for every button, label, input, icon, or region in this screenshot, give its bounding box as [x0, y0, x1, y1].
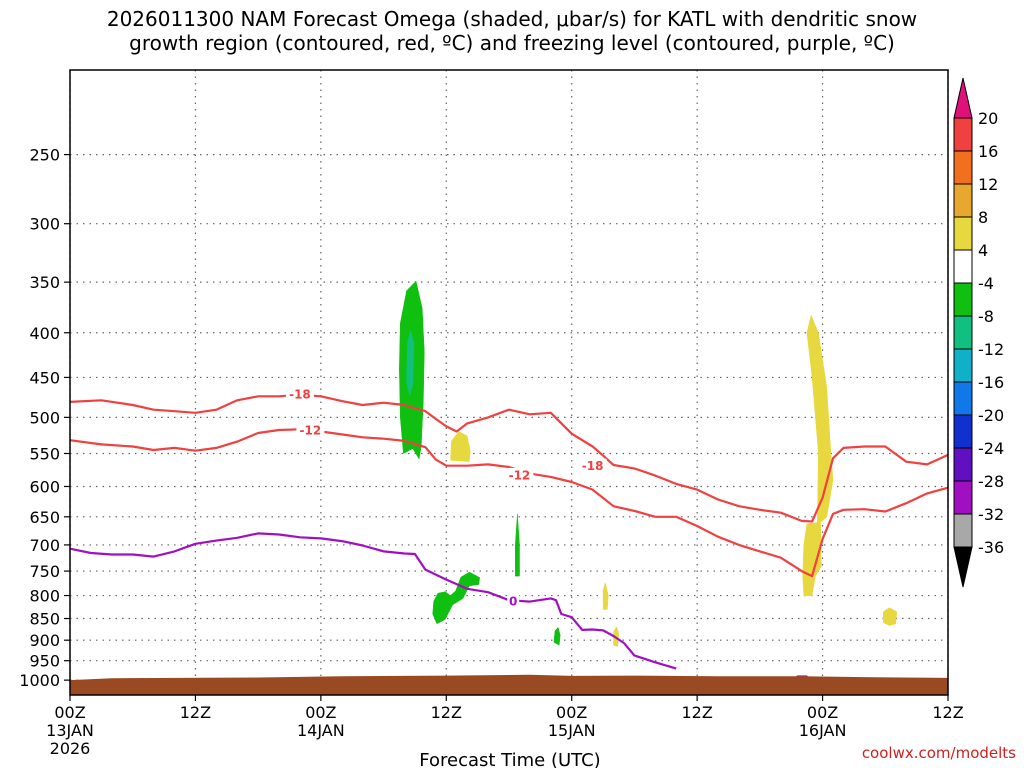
omega-region-yellow-sliver-1	[602, 582, 609, 610]
contour-label: 0	[509, 595, 517, 609]
y-tick-label: 1000	[19, 671, 60, 690]
credit-text: coolwx.com/modelts	[862, 744, 1016, 762]
x-tick-label: 12Z	[932, 703, 963, 722]
x-tick-label: 14JAN	[297, 721, 345, 740]
colorbar-label: -12	[978, 340, 1004, 359]
contour-label: -12	[509, 468, 531, 482]
colorbar-bin	[953, 249, 973, 284]
colorbar-label: 20	[978, 109, 998, 128]
y-tick-label: 250	[29, 146, 60, 165]
colorbar-bin	[953, 381, 973, 416]
x-tick-label: 00Z	[807, 703, 838, 722]
x-tick-label: 16JAN	[799, 721, 847, 740]
colorbar-label: -28	[978, 472, 1004, 491]
colorbar-bin	[953, 447, 973, 482]
chart-title-line-1: 2026011300 NAM Forecast Omega (shaded, μ…	[107, 7, 917, 31]
terrain-fill	[70, 674, 948, 695]
y-tick-label: 900	[29, 631, 60, 650]
x-tick-label: 12Z	[180, 703, 211, 722]
y-tick-label: 400	[29, 324, 60, 343]
x-tick-label: 00Z	[305, 703, 336, 722]
omega-region-yellow-blob-1	[450, 431, 471, 462]
x-tick-label: 15JAN	[548, 721, 596, 740]
x-tick-label: 2026	[50, 739, 91, 758]
y-tick-label: 600	[29, 477, 60, 496]
contour-label-bg	[507, 594, 520, 609]
omega-shading	[399, 280, 898, 679]
y-tick-label: 350	[29, 273, 60, 292]
colorbar-label: 16	[978, 142, 998, 161]
y-tick-label: 300	[29, 215, 60, 234]
y-tick-label: 800	[29, 587, 60, 606]
omega-region-yellow-blob-2	[882, 607, 898, 626]
contour-label: -18	[289, 387, 311, 401]
omega-region-green-sliver	[515, 513, 520, 577]
omega-region-teal-core	[406, 329, 415, 396]
plot-background	[70, 70, 948, 695]
colorbar-label: -20	[978, 406, 1004, 425]
colorbar-label: 4	[978, 241, 988, 260]
colorbar-label: -32	[978, 505, 1004, 524]
omega-region-yellow-tower	[802, 314, 834, 597]
colorbar-label: 8	[978, 208, 988, 227]
colorbar-label: -24	[978, 439, 1004, 458]
colorbar-label: 12	[978, 175, 998, 194]
colorbar-label: -4	[978, 274, 994, 293]
contour-lines: -18 -18 -12 -12 0	[69, 386, 949, 670]
contour-label-bg	[296, 423, 325, 438]
x-axis-label: Forecast Time (UTC)	[419, 750, 600, 768]
y-tick-label: 750	[29, 562, 60, 581]
colorbar: 20 16 12 8 4 -4 -8 -12 -16 -20 -24 -28 -32 -36	[953, 77, 1004, 588]
colorbar-bin	[953, 183, 973, 218]
colorbar-bin	[953, 282, 973, 317]
colorbar-bin	[953, 216, 973, 251]
contour-label-bg	[578, 458, 607, 473]
colorbar-bottom-arrow	[953, 546, 973, 588]
contour-label-bg	[505, 467, 534, 482]
colorbar-bin	[953, 348, 973, 383]
terrain-layer	[70, 674, 948, 695]
axes: 250 300 350 400 450 500 550 600 650 700 750 800 850 9…	[19, 146, 963, 758]
contour-label-bg	[285, 386, 314, 401]
colorbar-bin	[953, 117, 973, 152]
x-tick-label: 13JAN	[46, 721, 94, 740]
y-tick-label: 700	[29, 536, 60, 555]
y-tick-label: 950	[29, 652, 60, 671]
x-tick-label: 00Z	[54, 703, 85, 722]
y-tick-label: 550	[29, 444, 60, 463]
contour-label: -12	[300, 424, 322, 438]
chart-title-line-2: growth region (contoured, red, ºC) and f…	[129, 31, 895, 55]
colorbar-label: -36	[978, 538, 1004, 557]
contour-line--18	[69, 393, 949, 523]
colorbar-bin	[953, 414, 973, 449]
colorbar-bin	[953, 315, 973, 350]
y-tick-label: 500	[29, 408, 60, 427]
contour-line-0	[69, 532, 677, 670]
y-tick-label: 450	[29, 368, 60, 387]
y-tick-label: 850	[29, 610, 60, 629]
x-tick-label: 12Z	[431, 703, 462, 722]
omega-region-green-patch-low	[432, 571, 480, 625]
contour-label: -18	[582, 459, 604, 473]
y-tick-label: 650	[29, 508, 60, 527]
x-tick-label: 00Z	[556, 703, 587, 722]
colorbar-bin	[953, 480, 973, 515]
colorbar-label: -8	[978, 307, 994, 326]
plot-frame	[69, 69, 949, 696]
colorbar-label: -16	[978, 373, 1004, 392]
x-tick-label: 12Z	[681, 703, 712, 722]
colorbar-bin	[953, 513, 973, 548]
colorbar-bin	[953, 150, 973, 185]
colorbar-top-arrow	[953, 77, 973, 119]
omega-region-green-dot	[553, 626, 561, 646]
